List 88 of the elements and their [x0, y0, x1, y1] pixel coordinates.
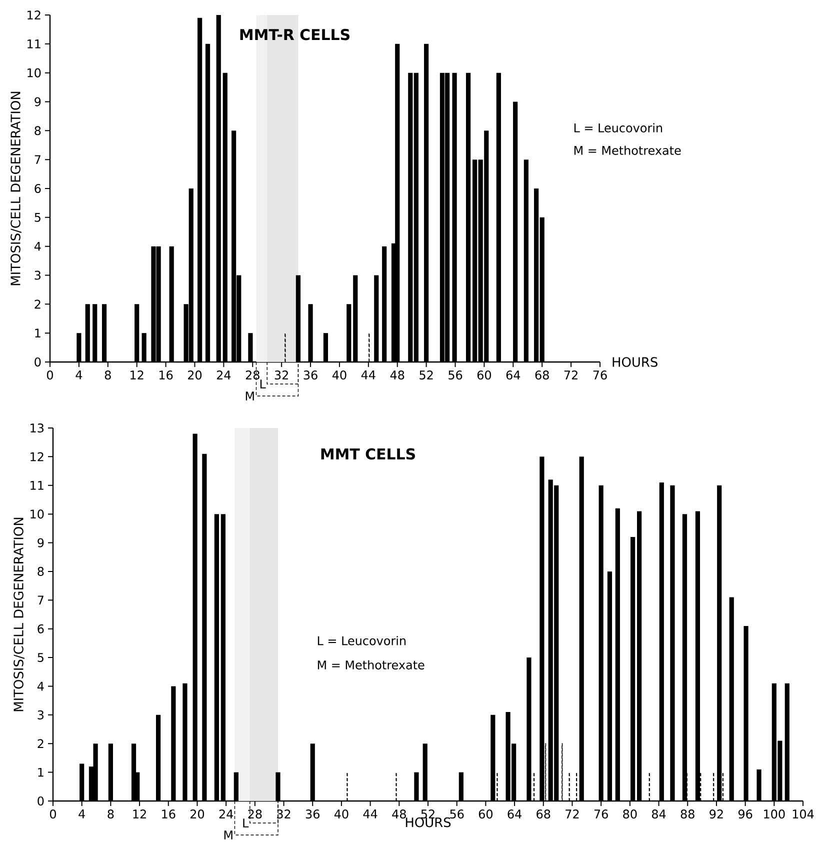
y-axis-title: MITOSIS/CELL DEGENERATION: [14, 518, 24, 712]
x-axis-title: HOURS: [406, 817, 451, 828]
band-label: L: [260, 380, 266, 388]
y-tick-label: 5: [34, 212, 40, 222]
x-tick-label: 92: [710, 810, 723, 819]
x-tick-label: 64: [508, 810, 522, 819]
x-tick-label: 24: [216, 370, 231, 380]
x-tick-label: 32: [277, 810, 290, 819]
x-tick-label: 20: [188, 370, 202, 380]
x-tick-label: 16: [162, 810, 176, 819]
band-label: L: [243, 818, 249, 828]
x-tick-label: 56: [450, 810, 464, 819]
x-tick-label: 40: [332, 370, 346, 380]
y-tick-label: 3: [38, 710, 44, 720]
y-tick-label: 10: [30, 510, 44, 519]
y-tick-label: 0: [38, 796, 44, 806]
x-tick-label: 12: [133, 810, 146, 818]
x-tick-label: 40: [334, 810, 348, 819]
y-tick-label: 4: [37, 682, 44, 691]
x-tick-label: 32: [274, 370, 288, 380]
x-tick-label: 52: [420, 370, 433, 380]
x-tick-label: 8: [104, 370, 111, 380]
y-tick-label: 2: [38, 739, 44, 748]
y-tick-label: 8: [38, 566, 44, 576]
x-tick-label: 48: [390, 370, 404, 380]
x-tick-label: 100: [764, 810, 785, 819]
y-tick-label: 2: [34, 300, 40, 309]
x-tick-label: 0: [50, 810, 56, 819]
x-tick-label: 60: [478, 810, 493, 819]
y-tick-label: 10: [28, 68, 41, 78]
x-tick-label: 68: [535, 370, 549, 380]
y-tick-label: 7: [34, 155, 40, 164]
y-tick-label: 8: [34, 126, 41, 136]
x-tick-label: 24: [219, 810, 234, 818]
x-tick-label: 76: [593, 370, 607, 380]
x-tick-label: 44: [361, 370, 376, 380]
x-tick-label: 36: [304, 370, 318, 380]
x-tick-label: 64: [506, 370, 520, 380]
x-tick-label: 8: [108, 810, 114, 819]
y-tick-label: 0: [34, 357, 41, 367]
y-axis-title: MITOSIS/CELL DEGENERATION: [10, 92, 22, 286]
x-tick-label: 0: [46, 370, 54, 380]
annotation: L = Leucovorin: [318, 636, 406, 646]
y-tick-label: 11: [28, 40, 40, 48]
x-tick-label: 84: [652, 810, 666, 819]
annotation: M = Methotrexate: [318, 660, 424, 670]
text: MMT-R CELLS: [240, 28, 350, 40]
y-tick-label: 5: [38, 653, 44, 662]
y-tick-label: 9: [34, 97, 41, 106]
x-tick-label: 4: [76, 370, 82, 380]
y-tick-label: 7: [38, 596, 44, 605]
x-tick-label: 80: [623, 810, 637, 819]
text: MMT CELLS: [321, 448, 415, 460]
x-tick-label: 72: [564, 370, 578, 380]
x-tick-label: 36: [306, 810, 320, 819]
x-tick-label: 68: [536, 810, 550, 819]
band-label: M: [224, 830, 232, 840]
annotation: M = Methotrexate: [574, 146, 681, 155]
x-tick-label: 12: [130, 370, 144, 380]
y-tick-label: 3: [34, 270, 41, 280]
y-tick-label: 13: [30, 423, 44, 433]
x-tick-label: 96: [738, 810, 752, 819]
y-tick-label: 1: [38, 768, 44, 777]
x-tick-label: 52: [421, 810, 434, 819]
x-tick-label: 16: [159, 370, 173, 380]
y-tick-label: 12: [30, 452, 44, 462]
x-tick-label: 48: [392, 810, 406, 819]
y-tick-label: 9: [38, 538, 44, 548]
x-tick-label: 28: [246, 370, 260, 380]
band-label: M: [246, 392, 254, 400]
x-tick-label: 28: [248, 810, 262, 819]
y-tick-label: 1: [35, 328, 40, 338]
x-axis-title: HOURS: [612, 357, 658, 367]
y-tick-label: 6: [34, 184, 41, 194]
x-tick-label: 88: [680, 810, 694, 819]
annotation: L = Leucovorin: [574, 123, 662, 132]
y-tick-label: 11: [30, 481, 44, 490]
x-tick-label: 76: [594, 810, 608, 819]
x-tick-label: 60: [477, 370, 492, 380]
y-tick-label: 12: [28, 10, 40, 20]
x-tick-label: 20: [190, 810, 204, 819]
x-tick-label: 104: [792, 810, 814, 819]
y-tick-label: 6: [38, 624, 44, 634]
y-tick-label: 4: [34, 242, 41, 251]
x-tick-label: 4: [78, 810, 85, 818]
x-tick-label: 72: [566, 810, 579, 818]
x-tick-label: 56: [448, 370, 462, 380]
x-tick-label: 44: [363, 810, 378, 818]
